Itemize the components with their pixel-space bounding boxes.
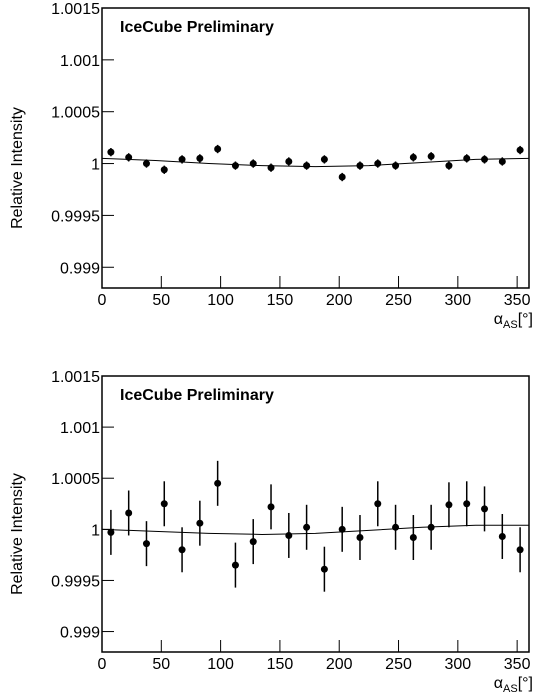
data-point: [409, 153, 417, 161]
x-label-symbol: α: [494, 311, 503, 328]
y-tick-label: 0.999: [60, 260, 100, 277]
data-point: [427, 523, 435, 531]
x-tick-label: 50: [152, 292, 170, 309]
data-point: [178, 155, 186, 163]
y-tick-label: 1.0015: [51, 1, 100, 18]
chart-panel: 0 50 100 150 200 250 300 350 0.999 0.9995 1 1.0005 1…: [9, 369, 533, 695]
x-axis-label: αAS[°]: [494, 675, 533, 695]
data-point: [481, 155, 489, 163]
data-point: [498, 157, 506, 165]
x-tick-label: 200: [326, 656, 353, 673]
x-tick-label: 200: [326, 292, 353, 309]
y-axis-label: Relative Intensity: [9, 107, 26, 229]
x-label-subscript: AS: [503, 319, 518, 331]
data-point: [392, 162, 400, 170]
x-axis-label: αAS[°]: [494, 311, 533, 331]
data-point: [338, 173, 346, 181]
y-tick-label: 1.001: [60, 53, 100, 70]
data-point: [231, 162, 239, 170]
data-point: [142, 540, 150, 548]
y-tick-label: 0.999: [60, 625, 100, 642]
data-point: [303, 523, 311, 531]
chart-panel: 0 50 100 150 200 250 300 350 0.999 0.9995 1 1.0005 1…: [9, 1, 533, 331]
data-point: [214, 479, 222, 487]
x-label-symbol: α: [494, 675, 503, 692]
x-tick-label: 300: [444, 656, 471, 673]
data-point: [178, 546, 186, 554]
x-label-unit: [°]: [518, 311, 533, 328]
data-point: [249, 160, 257, 168]
data-point: [267, 164, 275, 172]
y-tick-label: 1.0005: [51, 105, 100, 122]
y-tick-label: 0.9995: [51, 573, 100, 590]
annotation: IceCube Preliminary: [120, 387, 274, 404]
data-point: [516, 546, 524, 554]
data-point: [285, 157, 293, 165]
annotation: IceCube Preliminary: [120, 19, 274, 36]
data-point: [463, 154, 471, 162]
y-tick-label: 1: [91, 522, 100, 539]
data-point: [125, 509, 133, 517]
x-tick-label: 150: [267, 292, 294, 309]
y-axis-label: Relative Intensity: [9, 473, 26, 595]
x-tick-label: 350: [504, 292, 531, 309]
data-point: [285, 531, 293, 539]
data-point: [356, 162, 364, 170]
data-point: [338, 525, 346, 533]
data-point: [445, 162, 453, 170]
data-point: [196, 154, 204, 162]
data-point: [356, 534, 364, 542]
data-point: [392, 523, 400, 531]
plot-frame: [101, 7, 530, 289]
data-point: [160, 500, 168, 508]
data-point: [320, 565, 328, 573]
x-tick-label: 250: [385, 292, 412, 309]
data-point: [160, 166, 168, 174]
data-point: [427, 152, 435, 160]
data-point: [409, 534, 417, 542]
data-point: [374, 160, 382, 168]
data-point: [374, 500, 382, 508]
data-point: [142, 160, 150, 168]
x-label-subscript: AS: [503, 683, 518, 695]
data-point: [516, 146, 524, 154]
data-point: [498, 532, 506, 540]
y-tick-label: 1.001: [60, 420, 100, 437]
plot-frame: [101, 375, 530, 653]
x-tick-label: 100: [207, 656, 234, 673]
x-tick-label: 250: [385, 656, 412, 673]
y-tick-label: 1: [91, 157, 100, 174]
fit-line: [101, 524, 529, 535]
x-tick-label: 300: [444, 292, 471, 309]
x-label-unit: [°]: [518, 675, 533, 692]
x-tick-label: 350: [504, 656, 531, 673]
data-point: [303, 162, 311, 170]
data-point: [196, 519, 204, 527]
fit-line: [101, 157, 530, 168]
data-point: [267, 503, 275, 511]
x-tick-label: 0: [98, 292, 107, 309]
y-tick-label: 1.0015: [51, 369, 100, 386]
data-point: [445, 501, 453, 509]
x-tick-label: 100: [207, 292, 234, 309]
data-point: [249, 538, 257, 546]
data-point: [481, 505, 489, 513]
x-tick-label: 0: [98, 656, 107, 673]
x-tick-label: 50: [152, 656, 170, 673]
data-point: [107, 528, 115, 536]
data-point: [214, 145, 222, 153]
y-tick-label: 0.9995: [51, 208, 100, 225]
data-point: [463, 500, 471, 508]
y-tick-label: 1.0005: [51, 471, 100, 488]
data-point: [107, 148, 115, 156]
x-tick-label: 150: [267, 656, 294, 673]
data-point: [125, 153, 133, 161]
data-point: [231, 561, 239, 569]
data-point: [320, 155, 328, 163]
